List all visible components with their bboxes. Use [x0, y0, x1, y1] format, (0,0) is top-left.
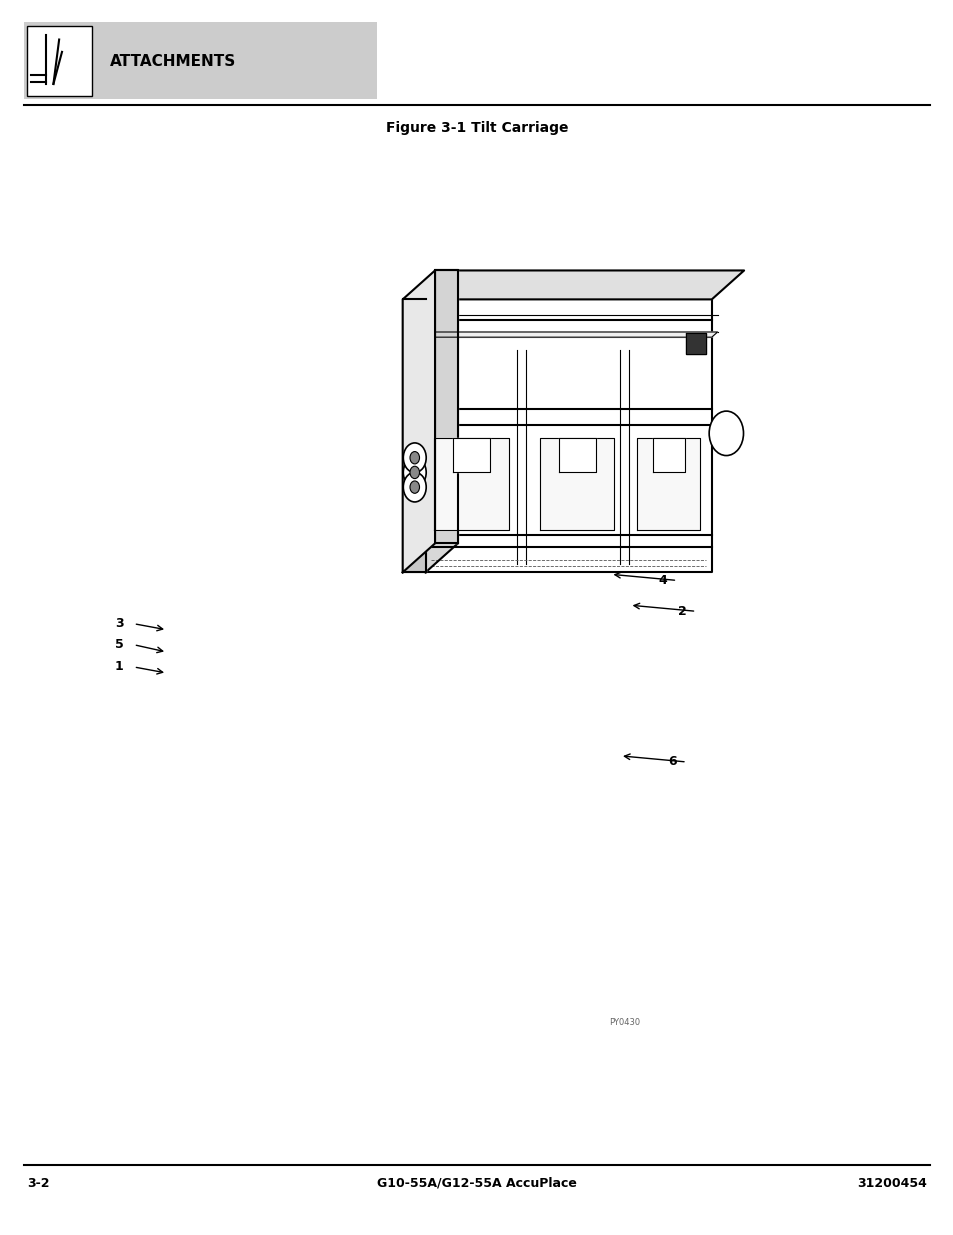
Polygon shape	[425, 332, 717, 337]
Polygon shape	[539, 438, 614, 530]
Circle shape	[410, 452, 419, 464]
Polygon shape	[453, 438, 490, 472]
Polygon shape	[435, 270, 457, 543]
Polygon shape	[558, 438, 596, 472]
Polygon shape	[402, 299, 425, 572]
Circle shape	[403, 458, 426, 488]
Text: 3-2: 3-2	[27, 1177, 50, 1189]
Text: 31200454: 31200454	[857, 1177, 926, 1189]
Text: Figure 3-1 Tilt Carriage: Figure 3-1 Tilt Carriage	[385, 121, 568, 135]
Bar	[24, 22, 376, 99]
Text: 2: 2	[677, 605, 686, 618]
Circle shape	[410, 480, 419, 493]
Polygon shape	[402, 270, 435, 572]
Circle shape	[708, 411, 742, 456]
Polygon shape	[434, 438, 508, 530]
Text: 5: 5	[114, 638, 124, 651]
Polygon shape	[653, 438, 684, 472]
Polygon shape	[425, 270, 743, 299]
Polygon shape	[685, 333, 705, 354]
Text: PY0430: PY0430	[609, 1018, 639, 1028]
Circle shape	[410, 467, 419, 479]
Circle shape	[403, 472, 426, 501]
Text: 6: 6	[667, 756, 677, 768]
Text: 1: 1	[114, 661, 124, 673]
Polygon shape	[425, 270, 457, 572]
Bar	[27, 26, 91, 96]
Polygon shape	[425, 299, 711, 572]
Text: 3: 3	[114, 618, 124, 630]
Polygon shape	[637, 438, 700, 530]
Text: 4: 4	[658, 574, 667, 587]
Text: ATTACHMENTS: ATTACHMENTS	[110, 54, 235, 69]
Text: G10-55A/G12-55A AccuPlace: G10-55A/G12-55A AccuPlace	[376, 1177, 577, 1189]
Circle shape	[403, 443, 426, 473]
